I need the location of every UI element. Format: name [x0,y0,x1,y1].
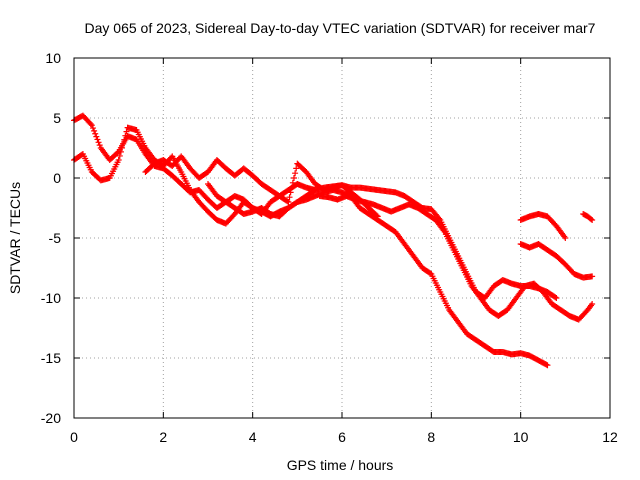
data-point [96,142,103,149]
data-point [290,175,297,181]
data-point [92,130,99,137]
y-tick-label: 10 [45,50,61,66]
y-tick-label: 5 [53,110,61,126]
data-point [292,170,299,177]
series-track-7 [517,241,596,281]
x-tick-label: 8 [427,429,435,445]
data-point [286,194,293,201]
data-point [287,189,294,196]
x-tick-label: 2 [159,429,167,445]
data-point [91,127,98,134]
data-point [544,362,551,369]
chart-title: Day 065 of 2023, Sidereal Day-to-day VTE… [85,20,596,36]
x-tick-label: 10 [513,429,529,445]
data-point [116,152,123,159]
data-point [553,295,560,301]
data-point [95,139,102,146]
data-point [119,144,126,151]
data-point [588,216,595,223]
series-track-9 [580,211,596,223]
x-tick-label: 12 [602,429,618,445]
x-tick-label: 0 [70,429,78,445]
data-point [121,136,128,143]
data-point [123,128,130,135]
data-point [589,273,596,280]
data-point [117,148,124,155]
y-tick-label: -20 [41,410,61,426]
y-tick-label: -10 [41,290,61,306]
data-point [293,165,300,172]
data-point [589,301,596,307]
series-track-6 [316,193,596,323]
data-point [93,133,100,140]
grid-lines [74,58,610,418]
data-point [589,217,596,223]
y-tick-label: 0 [53,170,61,186]
data-point [288,184,295,191]
series-track-8 [517,211,569,241]
data-point [87,121,94,127]
data-point [289,179,296,186]
plot-frame [73,57,611,419]
data-points [71,112,596,369]
x-tick-label: 4 [249,429,257,445]
data-point [94,136,101,143]
data-point [562,235,569,241]
data-point [88,122,95,129]
data-point [552,294,559,301]
data-point [120,140,127,147]
data-point [115,157,122,163]
y-axis-title: SDTVAR / TECUs [7,182,23,294]
x-axis-title: GPS time / hours [287,457,394,473]
data-point [89,125,96,132]
data-point [284,198,291,205]
y-tick-label: -15 [41,350,61,366]
data-point [285,199,292,205]
x-tick-label: 6 [338,429,346,445]
y-tick-label: -5 [49,230,62,246]
data-point [122,132,129,139]
